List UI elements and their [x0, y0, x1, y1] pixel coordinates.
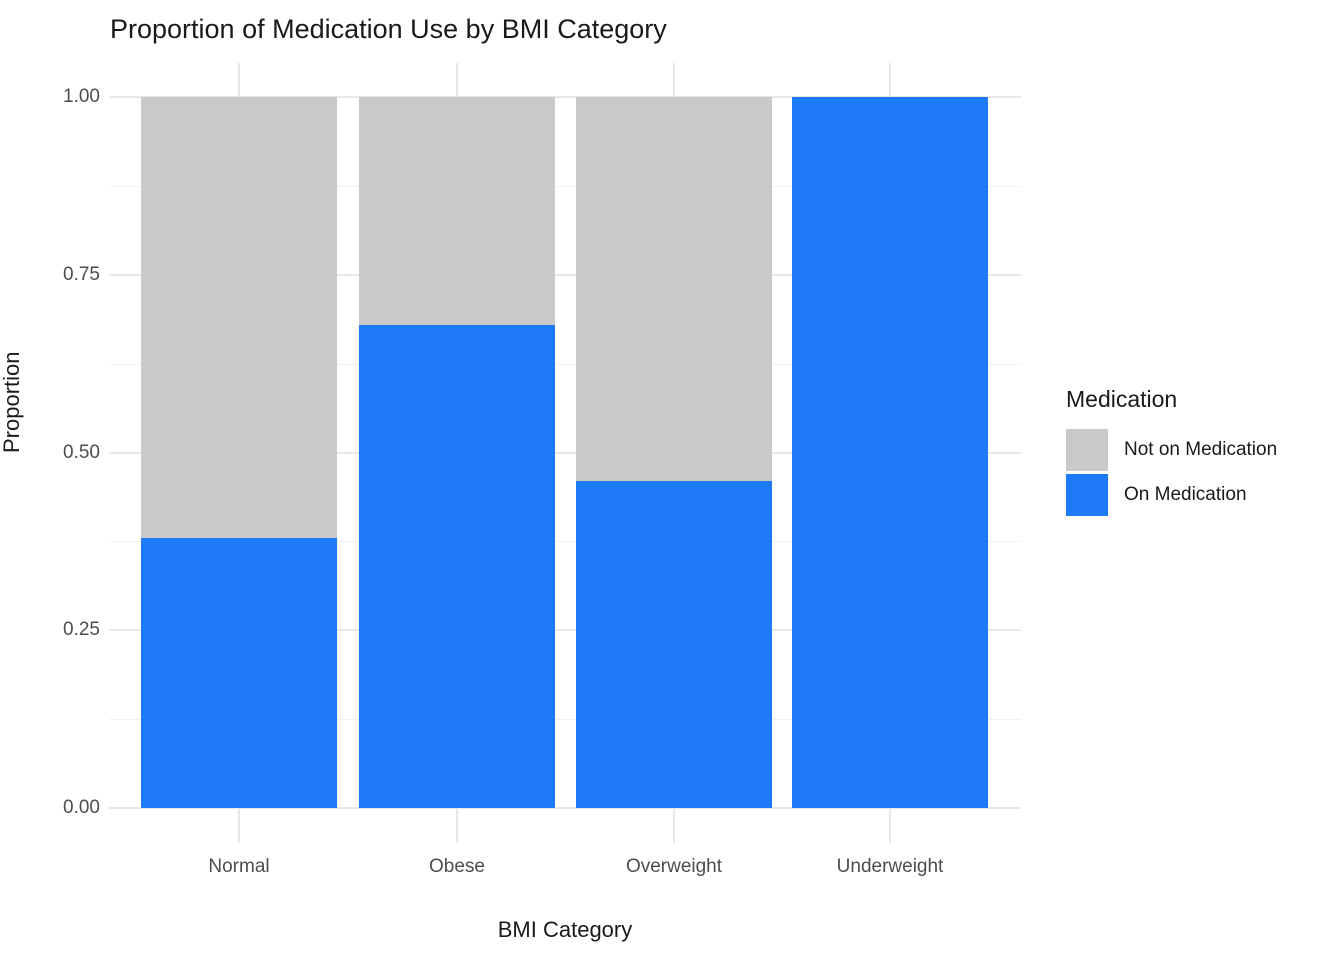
legend-item-label: On Medication	[1124, 484, 1247, 505]
bar-segment-normal-not-on-medication	[141, 97, 337, 538]
gridline-major	[109, 273, 1021, 276]
bar-segment-overweight-on-medication	[576, 480, 772, 808]
y-axis-title: Proportion	[0, 351, 24, 453]
y-tick-label: 0.00	[63, 797, 100, 818]
legend-swatch	[1066, 474, 1108, 516]
legend-item: On Medication	[1066, 474, 1277, 516]
gridline-major	[109, 96, 1021, 98]
gridline-minor	[109, 363, 1021, 365]
bar-segment-obese-not-on-medication	[359, 97, 555, 325]
y-tick-label: 0.50	[63, 441, 100, 463]
x-tick-label: Underweight	[836, 856, 944, 877]
legend-item-label: Not on Medication	[1124, 439, 1278, 460]
gridline-major	[109, 807, 1021, 809]
legend-swatch	[1066, 429, 1108, 471]
x-axis-title: BMI Category	[497, 917, 633, 942]
y-tick-label: 0.25	[63, 619, 100, 641]
bar-segment-overweight-not-on-medication	[576, 97, 772, 481]
gridline-major	[109, 629, 1021, 632]
x-tick-label: Normal	[208, 856, 270, 877]
x-tick-label: Overweight	[625, 856, 723, 877]
y-tick-label: 0.75	[63, 263, 100, 285]
gridline-minor	[109, 719, 1021, 721]
legend-item: Not on Medication	[1066, 429, 1277, 471]
chart-title: Proportion of Medication Use by BMI Cate…	[110, 14, 667, 44]
gridline-major	[109, 451, 1021, 454]
bar-segment-underweight-on-medication	[792, 97, 988, 808]
plot-panel	[109, 63, 1021, 843]
gridline-minor	[109, 541, 1021, 543]
legend: Medication Not on Medication On Medicatio…	[1066, 386, 1277, 519]
bar-segment-obese-on-medication	[359, 324, 555, 808]
x-tick-label: Obese	[429, 856, 485, 877]
bar-segment-normal-on-medication	[141, 537, 337, 808]
y-tick-label: 1.00	[63, 86, 100, 107]
legend-title: Medication	[1066, 386, 1178, 412]
legend-items: Not on Medication On Medication	[1066, 429, 1277, 516]
gridline-minor	[109, 185, 1021, 187]
